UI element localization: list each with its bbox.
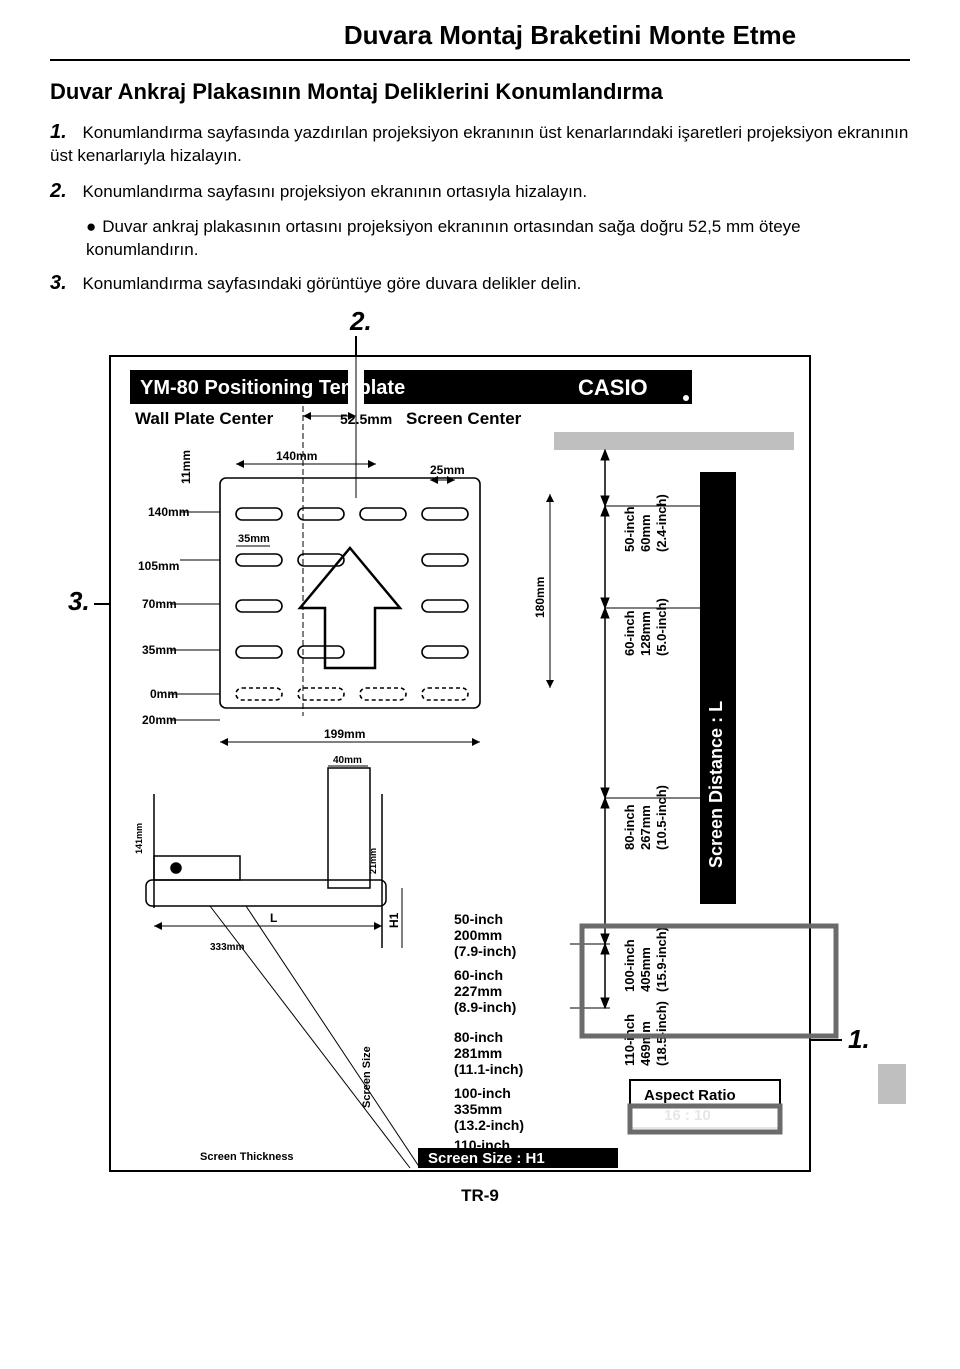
svg-text:180mm: 180mm (533, 576, 547, 617)
svg-text:128mm: 128mm (638, 611, 653, 656)
svg-text:110-inch: 110-inch (622, 1014, 637, 1066)
svg-text:100-inch: 100-inch (454, 1085, 511, 1101)
svg-text:21mm: 21mm (368, 848, 378, 874)
svg-text:469mm: 469mm (638, 1021, 653, 1066)
svg-text:227mm: 227mm (454, 983, 502, 999)
step-1: 1. Konumlandırma sayfasında yazdırılan p… (50, 121, 910, 168)
svg-text:140mm: 140mm (276, 449, 317, 463)
svg-text:(11.1-inch): (11.1-inch) (454, 1061, 523, 1077)
callout-2: 2. (349, 308, 372, 336)
svg-text:L: L (270, 911, 277, 925)
screen-center-label: Screen Center (406, 409, 522, 428)
svg-text:(18.5-inch): (18.5-inch) (654, 1001, 669, 1066)
svg-text:200mm: 200mm (454, 927, 502, 943)
svg-text:(7.9-inch): (7.9-inch) (454, 943, 516, 959)
svg-text:H1: H1 (387, 912, 401, 928)
page-title: Duvara Montaj Braketini Monte Etme (50, 20, 910, 51)
step-2: 2. Konumlandırma sayfasını projeksiyon e… (50, 180, 910, 204)
template-diagram: 2. YM-80 Positioning Template CASIO Wall… (50, 308, 910, 1178)
template-title: YM-80 Positioning Template (140, 377, 405, 399)
section-heading: Duvar Ankraj Plakasının Montaj Delikleri… (50, 79, 910, 105)
svg-text:335mm: 335mm (454, 1101, 502, 1117)
step-text: Konumlandırma sayfasındaki görüntüye gör… (82, 274, 581, 293)
svg-text:Screen Size : H1: Screen Size : H1 (428, 1150, 545, 1167)
svg-text:405mm: 405mm (638, 947, 653, 992)
svg-text:Screen Thickness: Screen Thickness (200, 1151, 294, 1163)
svg-text:(10.5-inch): (10.5-inch) (654, 785, 669, 850)
svg-text:Screen Size: Screen Size (361, 1046, 373, 1108)
svg-text:50-inch: 50-inch (622, 506, 637, 552)
svg-text:105mm: 105mm (138, 559, 179, 573)
step-3: 3. Konumlandırma sayfasındaki görüntüye … (50, 272, 910, 296)
svg-text:(8.9-inch): (8.9-inch) (454, 999, 516, 1015)
divider (50, 59, 910, 61)
svg-text:141mm: 141mm (134, 823, 144, 854)
svg-text:60mm: 60mm (638, 514, 653, 552)
svg-text:60-inch: 60-inch (622, 610, 637, 656)
step-text: Konumlandırma sayfasını projeksiyon ekra… (82, 182, 587, 201)
page-number: TR-9 (50, 1186, 910, 1206)
svg-text:281mm: 281mm (454, 1045, 502, 1061)
step-number: 3. (50, 272, 78, 295)
step-text: Konumlandırma sayfasında yazdırılan proj… (50, 123, 908, 165)
svg-text:25mm: 25mm (430, 463, 465, 477)
svg-text:100-inch: 100-inch (622, 939, 637, 992)
svg-text:199mm: 199mm (324, 727, 365, 741)
screen-distance-label: Screen Distance : L (706, 701, 726, 868)
svg-text:333mm: 333mm (210, 942, 245, 953)
svg-text:3.: 3. (68, 586, 90, 616)
wall-plate-center-label: Wall Plate Center (135, 409, 274, 428)
svg-text:40mm: 40mm (333, 755, 362, 766)
step-number: 1. (50, 121, 78, 144)
svg-text:267mm: 267mm (638, 805, 653, 850)
svg-text:(13.2-inch): (13.2-inch) (454, 1117, 524, 1133)
svg-text:(5.0-inch): (5.0-inch) (654, 598, 669, 656)
svg-text:Aspect Ratio: Aspect Ratio (644, 1087, 736, 1104)
svg-text:80-inch: 80-inch (622, 804, 637, 850)
svg-text:1.: 1. (848, 1024, 870, 1054)
svg-text:60-inch: 60-inch (454, 967, 503, 983)
svg-text:35mm: 35mm (238, 533, 270, 545)
brand-logo: CASIO (578, 375, 648, 400)
svg-text:11mm: 11mm (179, 450, 193, 484)
svg-text:(2.4-inch): (2.4-inch) (654, 494, 669, 552)
svg-text:(15.9-inch): (15.9-inch) (654, 927, 669, 992)
step-2-bullet: Duvar ankraj plakasının ortasını projeks… (86, 216, 910, 262)
offset-label: 52.5mm (340, 411, 392, 427)
svg-text:80-inch: 80-inch (454, 1029, 503, 1045)
svg-text:50-inch: 50-inch (454, 911, 503, 927)
step-number: 2. (50, 180, 78, 203)
